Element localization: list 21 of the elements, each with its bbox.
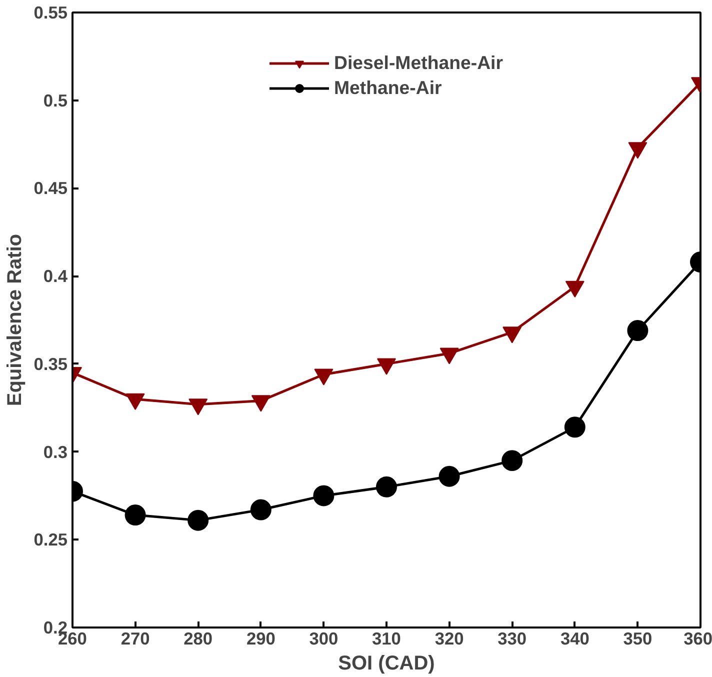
y-tick-label: 0.4 — [43, 266, 68, 286]
y-axis-title: Equivalence Ratio — [4, 234, 26, 406]
x-tick-label: 290 — [246, 628, 276, 648]
x-tick-label: 320 — [434, 628, 464, 648]
x-tick-label: 360 — [684, 628, 712, 648]
x-tick-label: 350 — [623, 628, 652, 648]
x-tick-label: 270 — [120, 628, 150, 648]
y-tick-label: 0.25 — [34, 530, 68, 550]
x-axis-title: SOI (CAD) — [338, 652, 435, 674]
x-tick-label: 330 — [498, 628, 527, 648]
x-tick-label: 340 — [560, 628, 590, 648]
legend-label: Diesel-Methane-Air — [334, 52, 503, 74]
y-tick-label: 0.5 — [43, 90, 68, 110]
y-tick-label: 0.3 — [43, 442, 68, 462]
y-tick-label: 0.55 — [34, 2, 68, 22]
y-tick-label: 0.35 — [34, 354, 68, 374]
x-tick-label: 280 — [184, 628, 213, 648]
x-tick-label: 300 — [309, 628, 338, 648]
legend-label: Methane-Air — [334, 77, 442, 99]
y-tick-label: 0.45 — [34, 178, 68, 198]
x-tick-label: 310 — [372, 628, 401, 648]
